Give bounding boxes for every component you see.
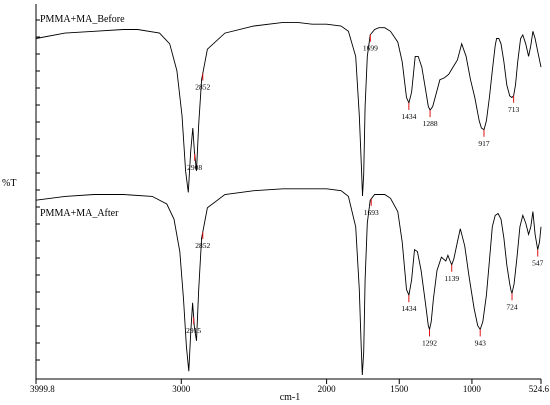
spectrum-line xyxy=(35,21,542,197)
plot-frame xyxy=(35,4,541,380)
x-tick-label: 3999.8 xyxy=(30,384,55,394)
x-axis-ticks: 3999.8 3000 2000 1500 1000 524.6 xyxy=(30,379,550,394)
y-axis-minor-ticks xyxy=(36,19,40,361)
peak-label: 2852 xyxy=(195,241,210,250)
peak-label: 1288 xyxy=(423,119,438,128)
peak-label: 713 xyxy=(508,105,520,114)
peak-label: 547 xyxy=(532,259,544,268)
peak-label: 1699 xyxy=(363,44,378,53)
series-name-label: PMMA+MA_Before xyxy=(40,14,125,25)
x-tick-label: 524.6 xyxy=(529,384,550,394)
x-tick-label: 1000 xyxy=(463,384,482,394)
peak-label: 2852 xyxy=(195,83,210,92)
series-name-label: PMMA+MA_After xyxy=(40,208,119,219)
peak-label: 1292 xyxy=(422,338,437,347)
x-tick-label: 2000 xyxy=(318,384,337,394)
x-tick-label: 1500 xyxy=(390,384,409,394)
series-2: PMMA+MA_After 2915 2852 1693 1434 1292 1139 943… xyxy=(35,188,544,376)
y-axis-label: %T xyxy=(2,178,16,189)
peak-label: 724 xyxy=(506,302,518,311)
peak-label: 2908 xyxy=(187,163,202,172)
spectrum-line xyxy=(35,188,542,376)
peak-label: 2915 xyxy=(186,326,201,335)
peak-label: 943 xyxy=(475,338,487,347)
peak-label: 1434 xyxy=(401,112,416,121)
x-axis-label: cm-1 xyxy=(280,392,301,403)
peak-label: 917 xyxy=(478,139,490,148)
peak-label: 1434 xyxy=(401,304,416,313)
peak-label: 1139 xyxy=(444,274,459,283)
series-layer: PMMA+MA_Before 2908 2852 1699 1434 1288 917 713… xyxy=(35,14,544,376)
peak-label: 1693 xyxy=(364,208,379,217)
x-tick-label: 3000 xyxy=(172,384,191,394)
series-1: PMMA+MA_Before 2908 2852 1699 1434 1288 917 713 xyxy=(35,14,542,197)
